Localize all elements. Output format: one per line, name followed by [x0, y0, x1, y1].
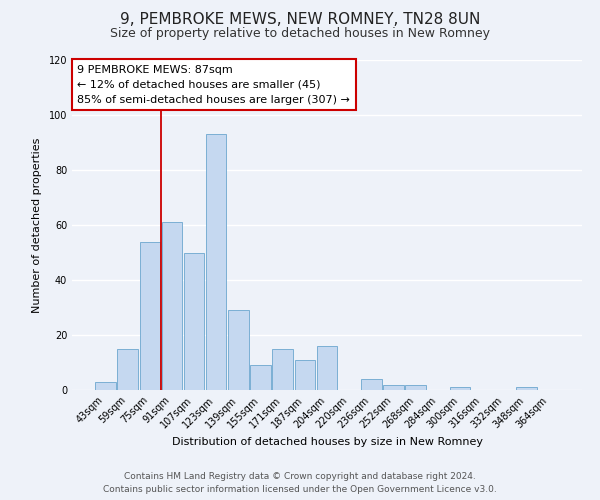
Bar — [228, 310, 248, 390]
Bar — [361, 379, 382, 390]
Text: 9 PEMBROKE MEWS: 87sqm
← 12% of detached houses are smaller (45)
85% of semi-det: 9 PEMBROKE MEWS: 87sqm ← 12% of detached… — [77, 65, 350, 104]
Bar — [383, 384, 404, 390]
Bar — [184, 252, 204, 390]
Bar — [250, 365, 271, 390]
Bar — [118, 349, 138, 390]
Bar — [406, 384, 426, 390]
Bar — [206, 134, 226, 390]
Bar — [272, 349, 293, 390]
Bar — [140, 242, 160, 390]
Text: Size of property relative to detached houses in New Romney: Size of property relative to detached ho… — [110, 28, 490, 40]
Bar — [161, 222, 182, 390]
Bar — [295, 360, 315, 390]
Bar — [450, 387, 470, 390]
X-axis label: Distribution of detached houses by size in New Romney: Distribution of detached houses by size … — [172, 437, 482, 447]
Text: Contains HM Land Registry data © Crown copyright and database right 2024.
Contai: Contains HM Land Registry data © Crown c… — [103, 472, 497, 494]
Bar — [516, 387, 536, 390]
Bar — [95, 382, 116, 390]
Y-axis label: Number of detached properties: Number of detached properties — [32, 138, 41, 312]
Bar — [317, 346, 337, 390]
Text: 9, PEMBROKE MEWS, NEW ROMNEY, TN28 8UN: 9, PEMBROKE MEWS, NEW ROMNEY, TN28 8UN — [120, 12, 480, 28]
